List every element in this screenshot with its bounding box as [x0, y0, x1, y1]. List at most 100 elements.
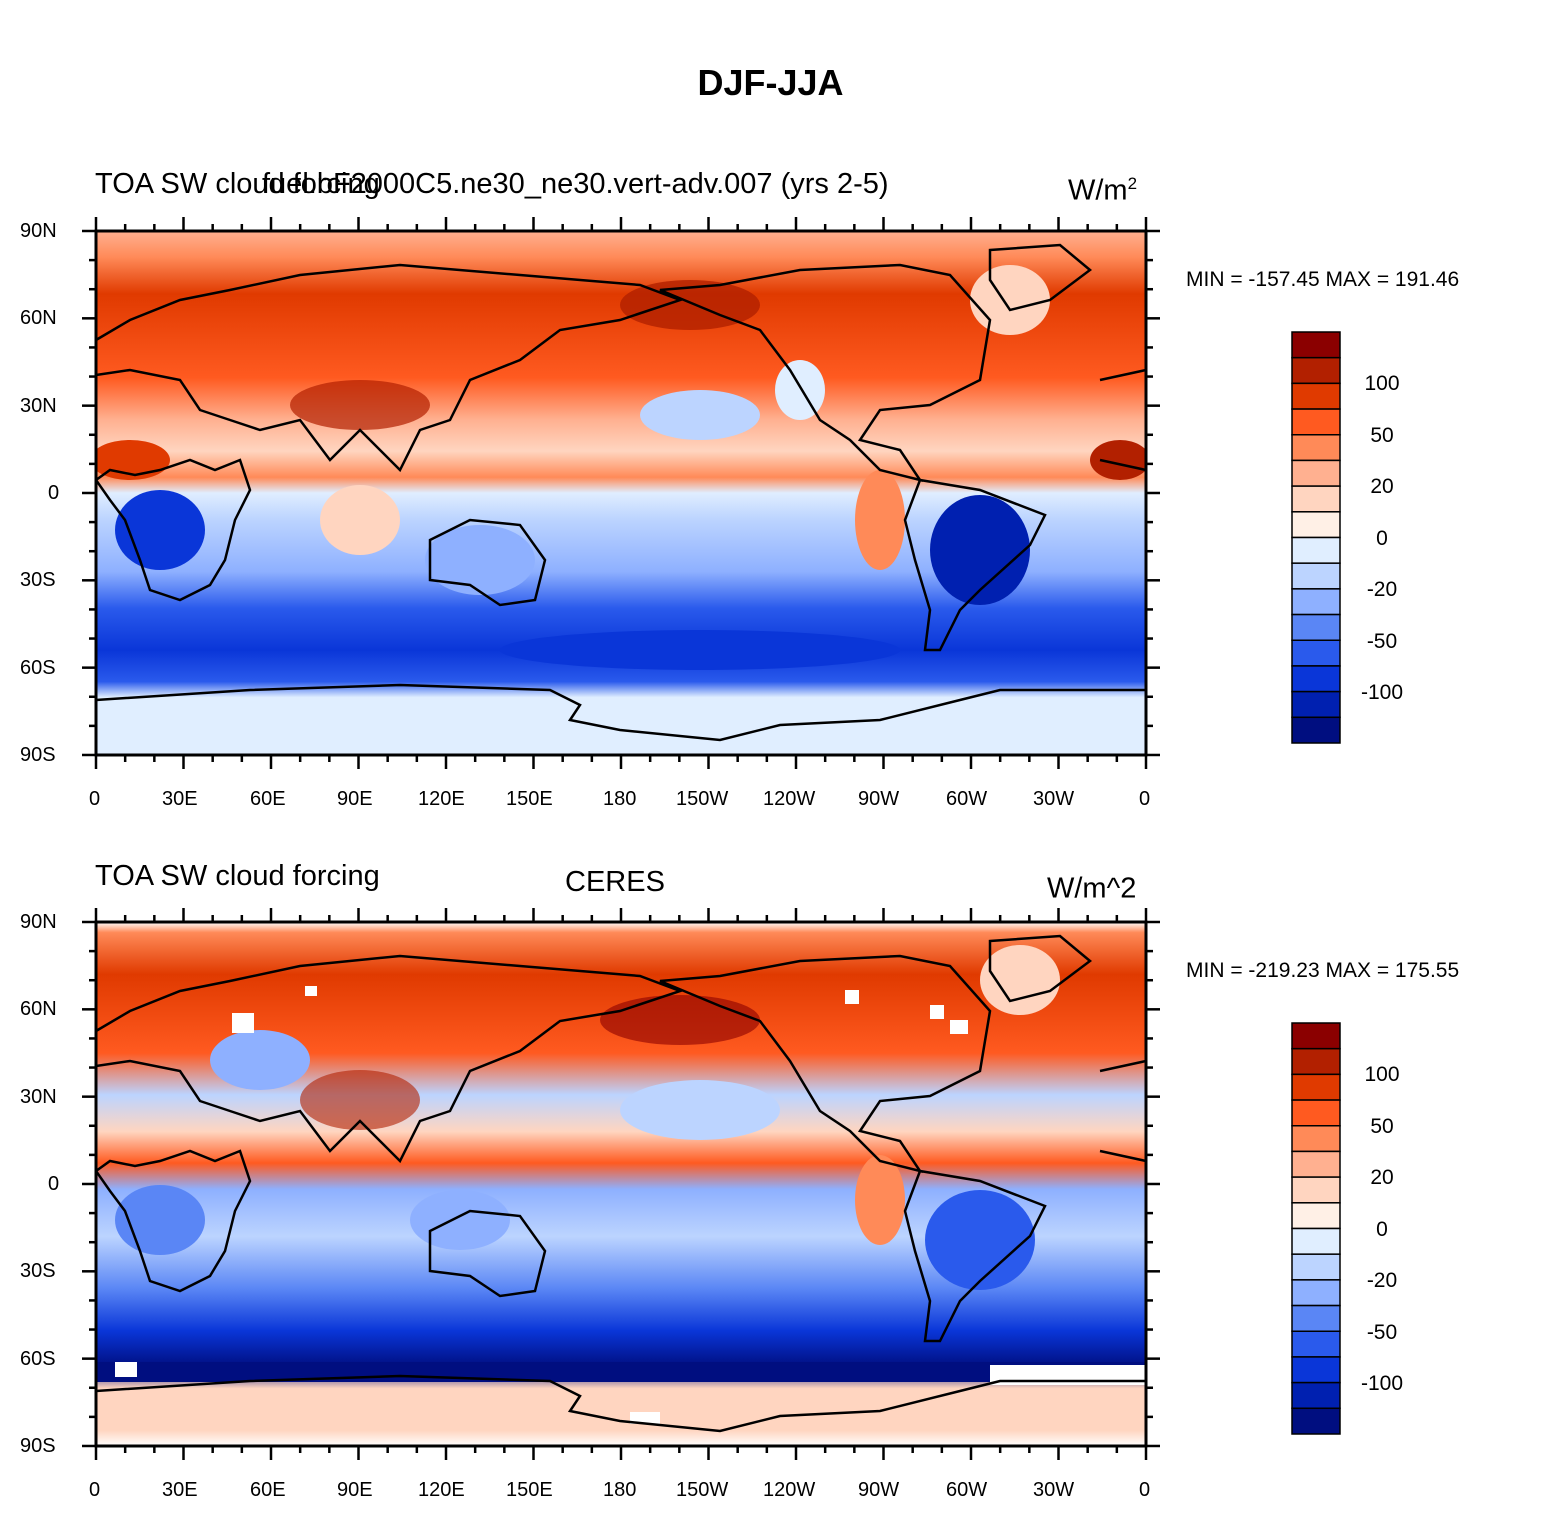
panel2-map-field [96, 922, 1146, 1446]
colorbar-swatch [1291, 382, 1341, 410]
panel2-lon-90e: 90E [337, 1479, 373, 1501]
panel2-coastlines [96, 934, 1146, 1433]
panel2-lon-0-end: 0 [1139, 1479, 1151, 1501]
panel2-lon-60e: 60E [250, 1479, 286, 1501]
colorbar-swatch [1291, 613, 1341, 641]
panel1-lon-30e: 30E [162, 788, 198, 810]
panel2-colorbar-label: 20 [1370, 1166, 1394, 1189]
panel1-lon-180: 180 [603, 788, 637, 810]
panel1-lon-120w: 120W [763, 788, 816, 810]
panel1-lat-30n: 30N [20, 395, 57, 417]
panel2-lon-120w: 120W [763, 1479, 816, 1501]
colorbar-swatch [1291, 562, 1341, 590]
panel2-lat-0: 0 [48, 1173, 60, 1195]
panel2-lat-90n: 90N [20, 911, 57, 933]
panel2-center-label: CERES [565, 866, 665, 898]
panel1-lon-90w: 90W [858, 788, 900, 810]
panel1-lon-150w: 150W [676, 788, 729, 810]
colorbar-swatch [1291, 434, 1341, 462]
panel2-lon-60w: 60W [946, 1479, 988, 1501]
panel2-lat-90s: 90S [20, 1435, 56, 1457]
panel1-lon-150e: 150E [506, 788, 553, 810]
panel2-colorbar-label: -20 [1366, 1269, 1398, 1292]
panel1-left-label: TOA SW cloud forcing [95, 168, 380, 200]
panel2-lon-150e: 150E [506, 1479, 553, 1501]
colorbar-swatch [1291, 1176, 1341, 1204]
axis-ticks [82, 217, 1160, 1460]
panel2-colorbar-label: 100 [1364, 1063, 1400, 1086]
panel2-lon-30e: 30E [162, 1479, 198, 1501]
panel1-lon-60w: 60W [946, 788, 988, 810]
colorbar-swatch [1291, 1073, 1341, 1101]
colorbar-swatch [1291, 511, 1341, 539]
panel1-lon-60e: 60E [250, 788, 286, 810]
panel2-lon-30w: 30W [1033, 1479, 1075, 1501]
panel1-map-field [96, 231, 1146, 755]
colorbar-swatch [1291, 331, 1341, 359]
main-title: DJF-JJA [697, 62, 844, 103]
colorbar-swatch [1291, 1279, 1341, 1307]
colorbar-swatch [1291, 1150, 1341, 1178]
colorbar-swatch [1291, 1381, 1341, 1410]
panel1-colorbar-label: 0 [1376, 527, 1388, 550]
panel1-lon-120e: 120E [418, 788, 465, 810]
colorbar-swatch [1291, 1253, 1341, 1281]
panel1-minmax: MIN = -157.45 MAX = 191.46 [1186, 268, 1460, 291]
colorbar-swatch [1291, 716, 1341, 744]
panel2-lon-0: 0 [89, 1479, 101, 1501]
panel1-units: W/m2 [1068, 174, 1138, 207]
colorbar-swatch [1291, 1330, 1341, 1358]
panel1-lat-30s: 30S [20, 569, 56, 591]
panel2-lon-150w: 150W [676, 1479, 729, 1501]
colorbar-swatch [1291, 1047, 1341, 1076]
colorbar-swatch [1291, 1356, 1341, 1384]
panel2-colorbar [1291, 1022, 1341, 1435]
panel1-lon-90e: 90E [337, 788, 373, 810]
colorbar-swatch [1291, 1022, 1341, 1050]
panel2-lon-180: 180 [603, 1479, 637, 1501]
panel1-coastlines [96, 243, 1146, 742]
colorbar-swatch [1291, 536, 1341, 564]
colorbar-swatch [1291, 1125, 1341, 1153]
colorbar-swatch [1291, 1407, 1341, 1435]
panel1-colorbar-label: -20 [1366, 578, 1398, 601]
panel2-lon-90w: 90W [858, 1479, 900, 1501]
panel1-colorbar-label: 50 [1370, 424, 1394, 447]
panel2-colorbar-label: -100 [1360, 1372, 1404, 1395]
panel1-colorbar-label: 100 [1364, 372, 1400, 395]
panel1-colorbar-label: -100 [1360, 681, 1404, 704]
panel2-colorbar-label: 50 [1370, 1115, 1394, 1138]
panel2-lat-30n: 30N [20, 1086, 57, 1108]
colorbar-swatch [1291, 1227, 1341, 1255]
panel1-lat-90n: 90N [20, 220, 57, 242]
colorbar-swatch [1291, 1304, 1341, 1332]
panel1-lon-30w: 30W [1033, 788, 1075, 810]
panel2-lat-60s: 60S [20, 1348, 56, 1370]
colorbar-swatch [1291, 1099, 1341, 1127]
panel2-lat-30s: 30S [20, 1260, 56, 1282]
colorbar-swatch [1291, 356, 1341, 385]
colorbar-swatch [1291, 665, 1341, 693]
colorbar-swatch [1291, 639, 1341, 667]
colorbar-swatch [1291, 690, 1341, 719]
panel1-colorbar-label: -50 [1366, 630, 1398, 653]
panel1-lat-90s: 90S [20, 744, 56, 766]
panel1-center-label: fuel.bF2000C5.ne30_ne30.vert-adv.007 (yr… [262, 168, 889, 200]
panel2-units: W/m^2 [1047, 872, 1137, 905]
colorbar-swatch [1291, 485, 1341, 513]
colorbar-swatch [1291, 459, 1341, 487]
colorbar-swatch [1291, 408, 1341, 436]
panel1-lon-0: 0 [89, 788, 101, 810]
panel2-lat-60n: 60N [20, 998, 57, 1020]
panel1-colorbar [1291, 331, 1341, 744]
colorbar-swatch [1291, 1202, 1341, 1230]
panel2-lon-120e: 120E [418, 1479, 465, 1501]
panel2-colorbar-label: -50 [1366, 1321, 1398, 1344]
panel1-lat-60s: 60S [20, 657, 56, 679]
panel1-colorbar-label: 20 [1370, 475, 1394, 498]
colorbar-swatch [1291, 588, 1341, 616]
panel2-minmax: MIN = -219.23 MAX = 175.55 [1186, 959, 1460, 982]
panel1-lat-0: 0 [48, 482, 60, 504]
panel2-left-label: TOA SW cloud forcing [95, 860, 380, 892]
